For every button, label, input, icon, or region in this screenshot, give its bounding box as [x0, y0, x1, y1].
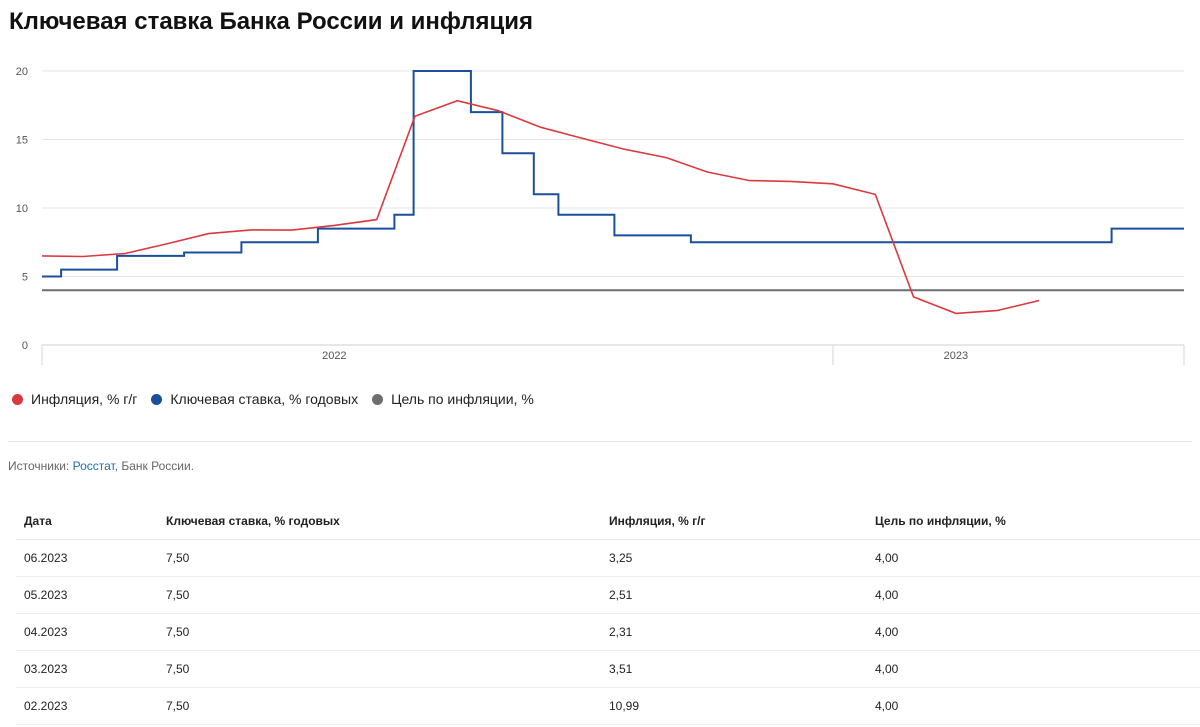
- column-header-key-rate: Ключевая ставка, % годовых: [158, 503, 601, 540]
- source-link-rosstat[interactable]: Росстат: [72, 459, 115, 473]
- table-row: 02.2023 7,50 10,99 4,00: [16, 687, 1200, 725]
- cell-target: 4,00: [867, 539, 1200, 577]
- cell-inflation: 3,51: [601, 650, 867, 688]
- cell-target: 4,00: [867, 687, 1200, 725]
- cell-key-rate: 7,50: [158, 650, 601, 688]
- cell-inflation: 10,99: [601, 687, 867, 725]
- table-row: 06.2023 7,50 3,25 4,00: [16, 539, 1200, 577]
- sources-prefix: Источники:: [8, 459, 73, 473]
- cell-key-rate: 7,50: [158, 687, 601, 725]
- cell-target: 4,00: [867, 613, 1200, 651]
- cell-key-rate: 7,50: [158, 539, 601, 577]
- column-header-date: Дата: [16, 503, 158, 540]
- legend-marker-key-rate: [151, 393, 163, 405]
- table-header-row: Дата Ключевая ставка, % годовых Инфляция…: [16, 503, 1200, 540]
- table-row: 04.2023 7,50 2,31 4,00: [16, 613, 1200, 651]
- legend-item-target[interactable]: Цель по инфляции, %: [372, 391, 534, 407]
- divider: [8, 441, 1192, 442]
- y-tick-label: 20: [16, 66, 28, 78]
- cell-date: 04.2023: [16, 613, 158, 651]
- cell-target: 4,00: [867, 650, 1200, 688]
- cell-date: 06.2023: [16, 539, 158, 577]
- table-row: 03.2023 7,50 3,51 4,00: [16, 650, 1200, 688]
- column-header-target: Цель по инфляции, %: [867, 503, 1200, 540]
- legend-marker-inflation: [12, 393, 23, 405]
- y-tick-label: 10: [16, 203, 28, 215]
- chart: 0 5 10 15 20 2022 2023: [16, 66, 1185, 365]
- sources-note: Источники: Росстат, Банк России.: [8, 459, 194, 473]
- legend-label-inflation: Инфляция, % г/г: [31, 391, 138, 407]
- cell-inflation: 2,31: [601, 613, 867, 651]
- cell-target: 4,00: [867, 576, 1200, 614]
- y-tick-label: 5: [22, 272, 28, 284]
- x-tick-label: 2023: [944, 350, 968, 362]
- column-header-inflation: Инфляция, % г/г: [601, 503, 867, 540]
- table-row: 05.2023 7,50 2,51 4,00: [16, 576, 1200, 614]
- cell-inflation: 2,51: [601, 576, 867, 614]
- series-key-rate-line: [42, 70, 1184, 278]
- cell-date: 02.2023: [16, 687, 158, 725]
- legend-label-target: Цель по инфляции, %: [391, 391, 534, 407]
- series-inflation-line: [42, 99, 1040, 315]
- legend-marker-target: [372, 393, 384, 405]
- x-tick-label: 2022: [322, 350, 346, 362]
- cell-date: 03.2023: [16, 650, 158, 688]
- y-tick-label: 0: [22, 340, 28, 352]
- legend-item-key-rate[interactable]: Ключевая ставка, % годовых: [151, 391, 358, 407]
- y-tick-label: 15: [16, 135, 28, 147]
- sources-rest: , Банк России.: [114, 459, 195, 473]
- legend: Инфляция, % г/г Ключевая ставка, % годов…: [12, 391, 548, 407]
- legend-label-key-rate: Ключевая ставка, % годовых: [170, 391, 359, 407]
- legend-item-inflation[interactable]: Инфляция, % г/г: [12, 391, 137, 407]
- data-table: Дата Ключевая ставка, % годовых Инфляция…: [16, 503, 1200, 725]
- cell-key-rate: 7,50: [158, 576, 601, 614]
- page-title: Ключевая ставка Банка России и инфляция: [9, 8, 534, 35]
- cell-date: 05.2023: [16, 576, 158, 614]
- cell-key-rate: 7,50: [158, 613, 601, 651]
- cell-inflation: 3,25: [601, 539, 867, 577]
